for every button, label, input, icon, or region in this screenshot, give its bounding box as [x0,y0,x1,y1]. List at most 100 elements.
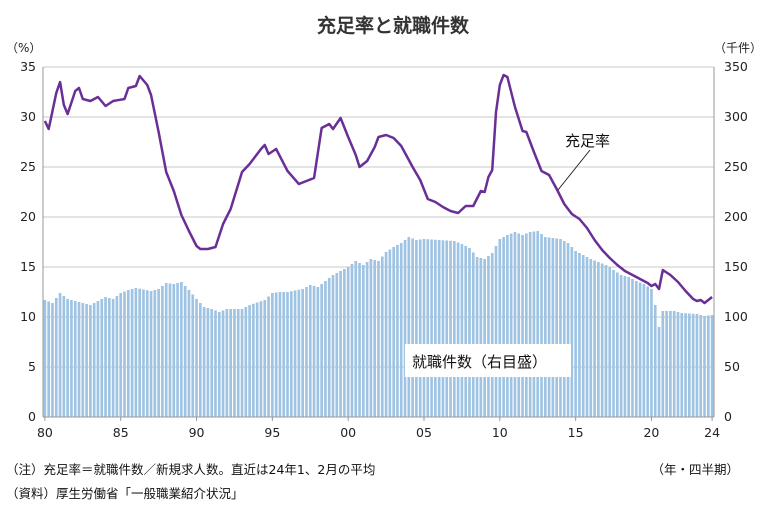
right-tick-label: 150 [724,259,748,274]
bar [331,275,335,417]
bar [263,300,267,417]
bar [661,311,665,417]
bar [581,255,585,417]
bar [665,311,668,417]
bar [706,315,710,417]
bar [202,307,206,417]
bar [570,247,574,417]
bar [566,243,570,417]
bar [115,296,119,417]
bar [411,238,414,417]
bar [479,258,483,417]
x-tick-label: 00 [340,425,356,440]
bar [653,305,657,417]
bar [312,286,316,417]
bars-group [43,231,714,417]
fill-rate-label: 充足率 [565,132,610,150]
bar [574,251,577,417]
x-tick-label: 95 [264,425,280,440]
bar [578,253,581,417]
bar [149,291,153,417]
bar [426,239,430,417]
bar [199,303,202,417]
bar [236,309,240,417]
bar [380,256,384,417]
note-source: （資料）厚生労働省「一般職業紹介状況」 [6,486,244,501]
bar [81,303,85,417]
bar [191,294,195,417]
bar [460,244,464,417]
bar [210,309,214,417]
bar [623,276,627,417]
bar [688,313,691,417]
bar [616,272,619,417]
bar [126,290,130,417]
bar [161,286,164,417]
bar [259,301,263,417]
right-tick-label: 350 [724,59,748,74]
bar [634,281,638,417]
bar [145,290,149,417]
bar [373,260,377,417]
bar [536,231,540,417]
bar [316,287,320,417]
bar [123,291,126,417]
bar [286,292,289,417]
bar [627,277,631,417]
x-tick-label: 15 [568,425,584,440]
bar [691,313,695,417]
bar [108,298,111,417]
bar [176,283,179,417]
right-axis-unit: （千件） [714,41,762,55]
bar [642,284,646,417]
bar [407,237,411,417]
bar [92,303,96,417]
bar [562,241,566,417]
bar [430,239,433,417]
bar [532,231,536,417]
bar [153,290,157,417]
bar [244,307,248,417]
bar [252,303,255,417]
bar [297,289,301,417]
x-tick-label: 10 [492,425,508,440]
bar [267,296,270,417]
bar [350,264,354,417]
bar [369,259,373,417]
bar [278,292,282,417]
bar [672,311,676,417]
bars-label: 就職件数（右目盛） [412,353,547,371]
bar [684,313,687,417]
bar [327,278,331,417]
bar [680,313,684,417]
bar [441,240,445,417]
left-tick-label: 20 [20,209,36,224]
bar [452,241,456,417]
bar [483,259,486,417]
right-tick-label: 200 [724,209,748,224]
bar [521,235,524,417]
bar [73,301,77,417]
bar [525,233,528,417]
bar [555,238,558,417]
bar [134,288,138,417]
bar [669,311,672,417]
bar [695,314,699,417]
bar [233,309,236,417]
left-tick-label: 30 [20,109,36,124]
bar [600,263,604,417]
bar [358,263,361,417]
bar [650,289,653,417]
left-tick-label: 10 [20,309,36,324]
bar [710,315,714,417]
bar [631,279,634,417]
bar [589,259,593,417]
bar [464,246,468,417]
bar [180,282,183,417]
bar [324,281,327,417]
bar [138,288,141,417]
left-tick-label: 25 [20,159,36,174]
x-tick-label: 05 [416,425,432,440]
bar [703,316,706,417]
